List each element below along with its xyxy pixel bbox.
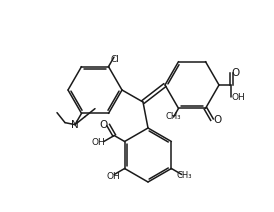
Text: Cl: Cl: [111, 55, 119, 64]
Text: CH₃: CH₃: [166, 112, 181, 121]
Text: CH₃: CH₃: [176, 171, 192, 180]
Text: O: O: [99, 120, 107, 130]
Text: O: O: [232, 68, 240, 78]
Text: N: N: [71, 120, 79, 130]
Text: OH: OH: [231, 92, 245, 102]
Text: OH: OH: [92, 138, 106, 147]
Text: O: O: [213, 115, 221, 125]
Text: OH: OH: [106, 172, 120, 181]
